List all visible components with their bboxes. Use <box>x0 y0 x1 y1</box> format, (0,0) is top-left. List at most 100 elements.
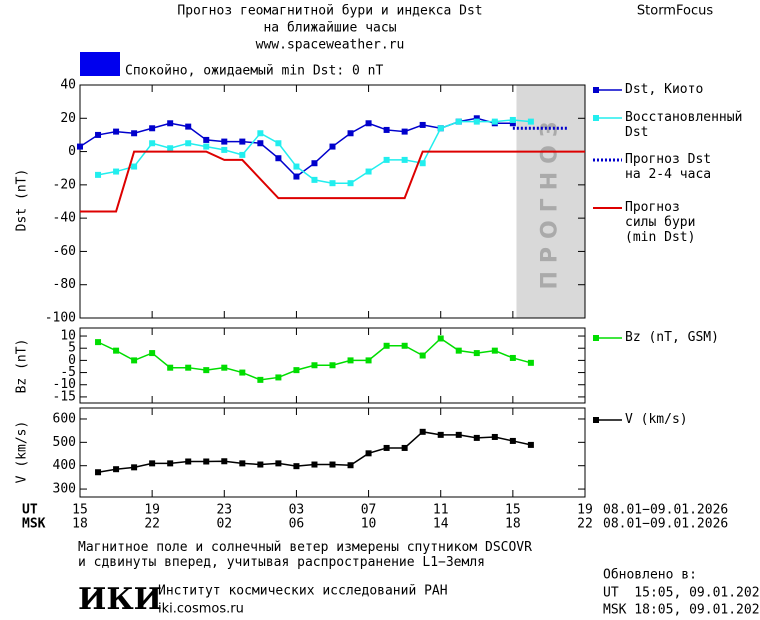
legend-marker <box>593 335 599 341</box>
point <box>347 180 354 187</box>
y-axis-label: Dst (nT) <box>15 169 30 232</box>
point <box>293 173 300 180</box>
point <box>131 130 138 137</box>
point <box>167 120 174 127</box>
point <box>95 171 102 178</box>
point <box>419 160 426 167</box>
y-tick-label: 400 <box>53 458 76 473</box>
msk-tick-label: 22 <box>577 517 593 532</box>
y-tick-label: 5 <box>68 341 76 356</box>
y-tick-label: -40 <box>53 211 76 226</box>
logo: ИКИ <box>78 582 162 617</box>
forecast-band <box>516 85 585 318</box>
y-tick-label: -80 <box>53 277 76 292</box>
point <box>113 466 120 473</box>
x-tick-label: 07 <box>361 503 377 518</box>
y-tick-label: 600 <box>53 411 76 426</box>
ut-range: 08.01−09.01.2026 <box>603 503 728 518</box>
x-tick-label: 11 <box>433 503 449 518</box>
y-tick-label: -10 <box>53 377 76 392</box>
point <box>293 463 300 470</box>
legend-marker <box>593 115 599 121</box>
point <box>365 450 372 457</box>
series-line <box>80 150 585 213</box>
point <box>203 367 210 374</box>
plot-frame <box>79 84 586 319</box>
point <box>203 143 210 150</box>
site: www.spaceweather.ru <box>256 38 405 53</box>
point <box>527 359 534 366</box>
legend-marker <box>593 417 599 423</box>
point <box>473 118 480 125</box>
x-tick-label: 15 <box>72 503 88 518</box>
point <box>455 118 462 125</box>
y-tick-label: -5 <box>60 365 76 380</box>
point <box>383 156 390 163</box>
status-swatch <box>80 52 120 76</box>
point <box>311 461 318 468</box>
legend-label: Dst, Киото <box>625 82 704 97</box>
point <box>131 464 138 471</box>
point <box>419 352 426 359</box>
point <box>131 163 138 170</box>
point <box>383 126 390 133</box>
point <box>149 460 156 467</box>
point <box>455 347 462 354</box>
institute-site: iki.cosmos.ru <box>158 602 244 617</box>
point <box>221 458 228 465</box>
ut-label: UT <box>22 503 38 518</box>
point <box>77 143 83 150</box>
point <box>455 431 462 438</box>
point <box>203 136 210 143</box>
point <box>113 347 120 354</box>
point <box>509 437 516 444</box>
y-tick-label: -60 <box>53 244 76 259</box>
point <box>509 120 516 127</box>
point <box>473 115 480 122</box>
point <box>365 120 372 127</box>
point <box>365 357 372 364</box>
point <box>419 121 426 128</box>
point <box>167 364 174 371</box>
point <box>311 160 318 167</box>
institute: Институт космических исследований РАН <box>158 584 448 599</box>
y-tick-label: 40 <box>60 78 76 93</box>
y-tick-label: -100 <box>45 311 76 326</box>
point <box>329 180 336 187</box>
point <box>113 168 120 175</box>
point <box>185 140 192 147</box>
point <box>257 140 264 147</box>
forecast-label: ПРОГНОЗ <box>538 113 563 289</box>
msk-tick-label: 22 <box>144 517 160 532</box>
legend-label: Прогноз Dst на 2-4 часа <box>625 152 712 182</box>
point <box>113 128 120 135</box>
msk-range: 08.01−09.01.2026 <box>603 517 728 532</box>
point <box>203 458 210 465</box>
point <box>437 431 444 438</box>
point <box>383 444 390 451</box>
point <box>239 460 246 467</box>
legend-label: V (km/s) <box>625 412 688 427</box>
point <box>221 146 228 153</box>
point <box>131 357 138 364</box>
y-tick-label: -15 <box>53 389 76 404</box>
point <box>167 145 174 152</box>
y-tick-label: 0 <box>68 144 76 159</box>
point <box>509 116 516 123</box>
updated-label: Обновлено в: <box>603 568 697 583</box>
point <box>275 140 282 147</box>
point <box>347 357 354 364</box>
plot-frame <box>79 327 586 404</box>
updated-msk: MSK 18:05, 09.01.2026 <box>603 603 760 618</box>
plot-frame <box>79 407 586 498</box>
point <box>167 460 174 467</box>
point <box>275 155 282 162</box>
point <box>257 376 264 383</box>
x-tick-label: 19 <box>577 503 593 518</box>
status-text: Спокойно, ожидаемый min Dst: 0 nT <box>125 64 383 79</box>
point <box>329 461 336 468</box>
point <box>401 444 408 451</box>
y-axis-label: V (km/s) <box>15 421 30 484</box>
